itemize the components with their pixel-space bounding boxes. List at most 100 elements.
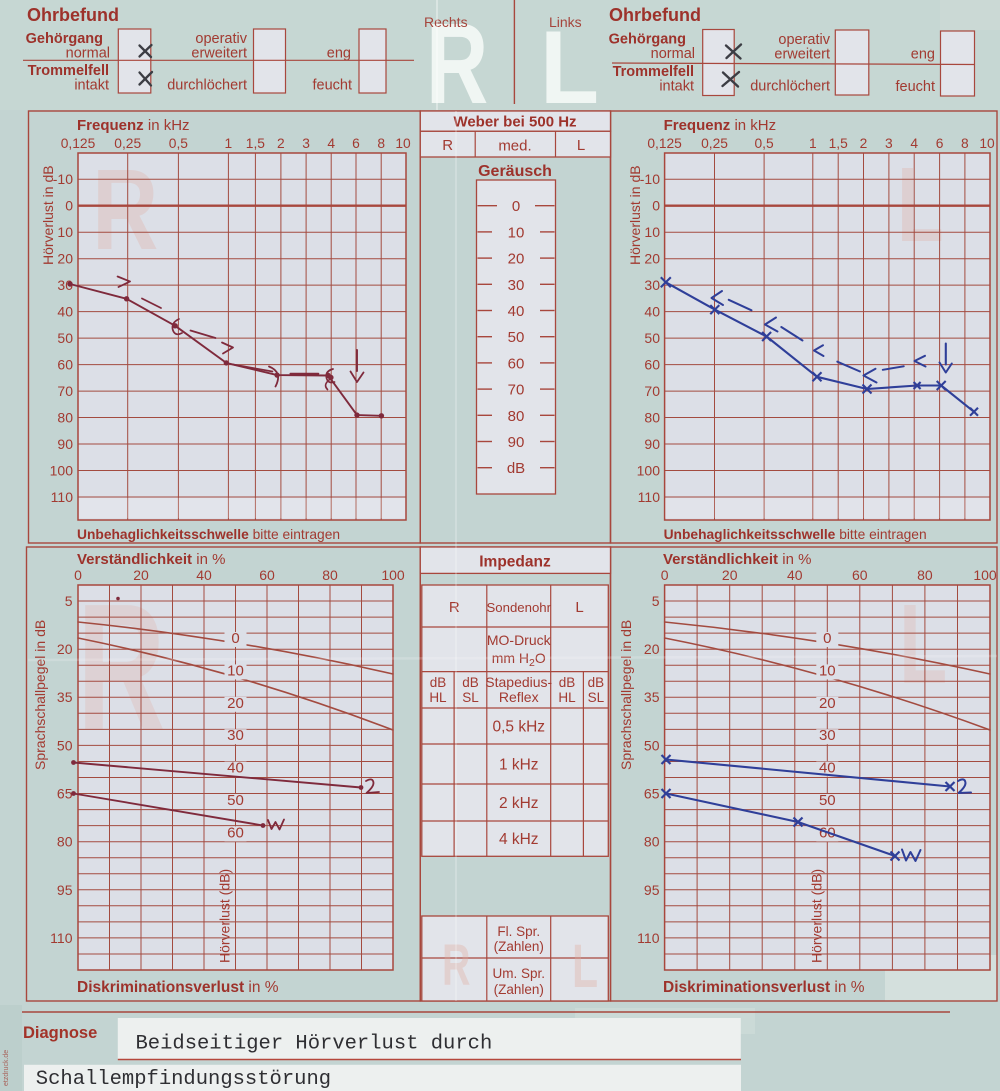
svg-text:10: 10 <box>979 136 995 151</box>
svg-text:110: 110 <box>637 930 660 946</box>
svg-text:dB: dB <box>462 675 479 690</box>
svg-text:L: L <box>540 10 599 126</box>
svg-text:feucht: feucht <box>896 79 936 95</box>
svg-text:Hörverlust (dB): Hörverlust (dB) <box>808 869 824 963</box>
svg-text:100: 100 <box>973 567 997 583</box>
svg-text:65: 65 <box>644 786 660 802</box>
svg-text:0: 0 <box>652 198 660 214</box>
svg-text:Verständlichkeit in %: Verständlichkeit in % <box>663 551 811 568</box>
svg-text:100: 100 <box>637 463 661 479</box>
svg-text:erweitert: erweitert <box>191 46 247 62</box>
svg-text:-10: -10 <box>640 171 660 187</box>
svg-text:normal: normal <box>66 46 110 62</box>
svg-text:110: 110 <box>51 489 74 505</box>
svg-text:L: L <box>897 145 944 264</box>
svg-text:0,125: 0,125 <box>61 136 96 151</box>
svg-text:1 kHz: 1 kHz <box>499 757 539 774</box>
svg-text:0,25: 0,25 <box>701 136 728 151</box>
svg-text:Beidseitiger Hörverlust durch: Beidseitiger Hörverlust durch <box>136 1033 493 1056</box>
svg-text:40: 40 <box>644 304 660 320</box>
svg-text:intakt: intakt <box>659 79 694 95</box>
svg-text:10: 10 <box>508 224 525 241</box>
svg-text:eng: eng <box>327 46 351 62</box>
svg-text:70: 70 <box>644 383 660 399</box>
svg-text:60: 60 <box>852 567 868 583</box>
svg-text:HL: HL <box>558 690 576 705</box>
svg-text:Frequenz in kHz: Frequenz in kHz <box>664 117 777 134</box>
svg-text:40: 40 <box>787 567 803 583</box>
svg-text:0,5: 0,5 <box>755 136 775 151</box>
svg-text:L: L <box>899 581 947 707</box>
svg-text:Unbehaglichkeitsschwelle bitte: Unbehaglichkeitsschwelle bitte eintragen <box>664 527 927 542</box>
svg-text:Ohrbefund: Ohrbefund <box>609 5 701 25</box>
svg-text:20: 20 <box>133 567 149 583</box>
svg-text:30: 30 <box>227 727 244 744</box>
svg-text:60: 60 <box>259 567 275 583</box>
svg-text:2: 2 <box>860 136 868 151</box>
svg-text:8: 8 <box>961 136 969 151</box>
svg-text:3: 3 <box>302 136 310 151</box>
svg-text:-10: -10 <box>53 171 73 187</box>
svg-text:35: 35 <box>644 689 660 705</box>
svg-text:HL: HL <box>429 690 447 705</box>
svg-text:Gehörgang: Gehörgang <box>609 32 686 48</box>
svg-text:10: 10 <box>819 662 836 679</box>
svg-text:50: 50 <box>57 737 73 753</box>
svg-text:med.: med. <box>498 138 531 155</box>
svg-text:65: 65 <box>57 786 73 802</box>
svg-text:90: 90 <box>508 434 525 451</box>
svg-text:0,25: 0,25 <box>114 136 141 151</box>
svg-text:R: R <box>449 599 460 616</box>
svg-text:10: 10 <box>227 662 244 679</box>
svg-text:100: 100 <box>381 567 405 583</box>
svg-text:0: 0 <box>823 630 831 647</box>
svg-text:R: R <box>426 0 488 128</box>
svg-text:100: 100 <box>50 463 74 479</box>
svg-text:50: 50 <box>57 330 73 346</box>
svg-text:0: 0 <box>74 567 82 583</box>
svg-text:110: 110 <box>638 489 661 505</box>
svg-text:normal: normal <box>651 46 695 62</box>
svg-text:0,5 kHz: 0,5 kHz <box>492 719 545 736</box>
svg-text:50: 50 <box>644 330 660 346</box>
svg-text:20: 20 <box>722 567 738 583</box>
svg-text:95: 95 <box>644 882 660 898</box>
svg-text:Frequenz in kHz: Frequenz in kHz <box>77 117 190 134</box>
svg-text:80: 80 <box>508 408 525 425</box>
svg-text:SL: SL <box>588 690 605 705</box>
svg-text:20: 20 <box>819 695 836 712</box>
svg-text:Weber bei 500 Hz: Weber bei 500 Hz <box>453 114 576 131</box>
svg-text:0: 0 <box>512 198 520 215</box>
svg-text:1: 1 <box>225 136 233 151</box>
svg-text:40: 40 <box>196 567 212 583</box>
svg-text:40: 40 <box>819 760 836 777</box>
svg-text:Diagnose: Diagnose <box>23 1024 97 1042</box>
svg-text:70: 70 <box>508 382 525 399</box>
svg-text:0,125: 0,125 <box>647 136 682 151</box>
svg-text:80: 80 <box>917 567 933 583</box>
svg-text:Sondenohr: Sondenohr <box>486 600 551 615</box>
svg-text:20: 20 <box>644 641 660 657</box>
svg-text:80: 80 <box>644 834 660 850</box>
svg-text:6: 6 <box>936 136 944 151</box>
svg-text:8: 8 <box>377 136 385 151</box>
svg-text:R: R <box>77 566 165 767</box>
svg-text:Hörverlust in dB: Hörverlust in dB <box>40 165 56 265</box>
svg-text:95: 95 <box>57 882 73 898</box>
svg-text:80: 80 <box>644 410 660 426</box>
svg-text:5: 5 <box>652 593 660 609</box>
svg-text:0: 0 <box>661 567 669 583</box>
svg-text:0: 0 <box>231 630 239 647</box>
svg-text:10: 10 <box>57 224 73 240</box>
svg-text:10: 10 <box>395 136 411 151</box>
svg-text:50: 50 <box>644 737 660 753</box>
svg-text:30: 30 <box>508 277 525 294</box>
svg-text:(Zahlen): (Zahlen) <box>494 982 544 997</box>
svg-text:operativ: operativ <box>778 32 830 48</box>
svg-text:70: 70 <box>57 383 73 399</box>
svg-text:Stapedius-: Stapedius- <box>485 674 552 690</box>
svg-text:60: 60 <box>644 357 660 373</box>
svg-text:Verständlichkeit in %: Verständlichkeit in % <box>77 551 225 568</box>
svg-text:Reflex: Reflex <box>499 689 539 705</box>
svg-text:3: 3 <box>885 136 893 151</box>
